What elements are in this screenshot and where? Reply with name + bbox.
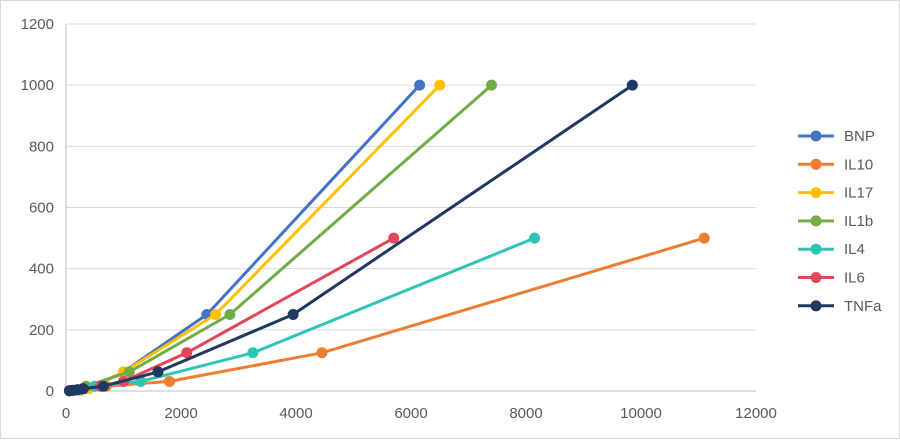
series-line (68, 83, 422, 393)
axes (65, 24, 756, 392)
x-tick-label: 12000 (735, 405, 777, 422)
data-point (181, 347, 193, 359)
x-tick-label: 10000 (620, 405, 662, 422)
data-point (414, 79, 426, 91)
legend-marker (810, 130, 822, 142)
data-point (626, 79, 638, 91)
series-il1b (63, 79, 497, 397)
data-point (698, 232, 710, 244)
legend-marker (810, 300, 822, 312)
legend-label: IL6 (844, 270, 865, 287)
y-tick-label: 200 (29, 322, 54, 339)
legend-marker (810, 272, 822, 283)
data-point (316, 347, 328, 359)
legend-item-il4: IL4 (798, 241, 865, 258)
x-tick-label: 8000 (509, 405, 542, 422)
x-tick-label: 4000 (279, 405, 312, 422)
y-tick-label: 400 (29, 261, 54, 278)
legend-item-il1b: IL1b (798, 213, 873, 230)
y-tick-label: 800 (29, 138, 54, 155)
series-line (68, 83, 442, 393)
data-point (123, 366, 135, 378)
legend-item-il10: IL10 (798, 156, 873, 173)
legend-item-bnp: BNP (798, 128, 875, 145)
data-point (247, 347, 259, 359)
data-point (152, 366, 164, 378)
data-point (97, 380, 109, 392)
y-axis-ticks: 0 200 400 600 800 1000 1200 (21, 16, 54, 400)
data-point (529, 232, 541, 244)
data-point (135, 375, 147, 387)
data-point (287, 309, 299, 321)
data-point (388, 232, 400, 244)
y-tick-label: 1200 (21, 16, 54, 33)
y-tick-label: 0 (46, 383, 54, 400)
x-axis-ticks: 0 2000 4000 6000 8000 10000 12000 (62, 405, 777, 422)
series-line (68, 83, 493, 393)
data-point (434, 79, 446, 91)
y-tick-label: 1000 (21, 77, 54, 94)
legend-label: BNP (844, 128, 875, 145)
legend-item-tnfa: TNFa (798, 298, 882, 315)
x-tick-label: 2000 (164, 405, 197, 422)
gridlines (66, 23, 756, 331)
series-tnfa (63, 79, 638, 397)
legend-label: IL4 (844, 241, 865, 258)
legend-marker (810, 187, 822, 199)
legend: BNP IL10 IL17 IL1b IL4 IL6 TNFa (798, 128, 882, 315)
legend-marker (810, 215, 822, 227)
series-bnp (63, 79, 426, 397)
data-point (164, 375, 175, 387)
data-point (224, 309, 236, 321)
y-tick-label: 600 (29, 200, 54, 217)
legend-marker (810, 158, 822, 170)
legend-label: TNFa (844, 298, 882, 315)
legend-item-il17: IL17 (798, 185, 873, 202)
x-tick-label: 6000 (394, 405, 427, 422)
legend-item-il6: IL6 (798, 270, 865, 287)
legend-label: IL10 (844, 156, 873, 173)
series-il4 (63, 232, 541, 397)
legend-label: IL1b (844, 213, 873, 230)
x-tick-label: 0 (62, 405, 70, 422)
legend-marker (810, 243, 822, 255)
data-point (486, 79, 497, 91)
series-layer (63, 79, 710, 397)
legend-label: IL17 (844, 185, 873, 202)
data-point (210, 309, 221, 321)
data-point (77, 383, 89, 395)
